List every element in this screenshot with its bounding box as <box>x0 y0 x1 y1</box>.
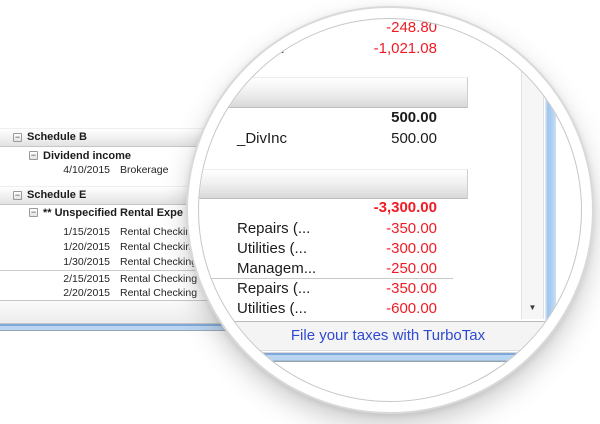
magnified-total-row: -3,300.00 <box>199 199 461 219</box>
table-row[interactable]: 2/15/2015 Rental Checking <box>0 273 214 287</box>
amount-value: -248.80 <box>386 19 437 36</box>
window-status-strip <box>199 352 569 362</box>
collapse-icon[interactable]: − <box>13 132 22 142</box>
transaction-date: 4/10/2015 <box>63 164 110 176</box>
collapse-icon[interactable]: − <box>29 207 38 217</box>
magnified-total-row: 500.00 <box>199 109 461 129</box>
amount-value: -3,300.00 <box>373 199 437 216</box>
scroll-down-icon: ▼ <box>528 303 537 312</box>
group-label: ** Unspecified Rental Expe <box>43 207 183 219</box>
turbotax-link[interactable]: File your taxes with TurboTax <box>290 327 486 344</box>
transaction-account: Rental Checking <box>120 226 198 238</box>
scroll-down-button[interactable]: ▼ <box>522 297 543 318</box>
transaction-date: 1/15/2015 <box>63 226 110 238</box>
category-label: Managem... <box>237 260 317 277</box>
window-status-strip <box>0 323 322 331</box>
amount-value: -300.00 <box>386 240 437 257</box>
transaction-account: Rental Checking <box>120 287 198 299</box>
category-label: Utilities (... <box>237 240 308 257</box>
transaction-date: 1/30/2015 <box>63 256 110 268</box>
group-row-unspecified-rental[interactable]: − ** Unspecified Rental Expe <box>0 207 300 220</box>
section-header-label: Schedule B <box>27 131 87 143</box>
magnified-row: ..Mo... -1,021.08 <box>199 40 461 60</box>
category-label: Utilities (... <box>237 300 308 317</box>
section-header-label: Schedule E <box>27 189 87 201</box>
category-label: Repairs (... <box>237 220 311 237</box>
category-label: ..Mo... <box>243 40 285 57</box>
magnified-row: Repairs (... -350.00 <box>199 220 461 240</box>
magnified-row: Managem... -250.00 <box>199 260 461 280</box>
category-label: _DivInc <box>237 130 288 147</box>
magnified-row: Utilities (... -600.00 <box>199 300 461 320</box>
amount-value: -350.00 <box>386 220 437 237</box>
transaction-account: Rental Checking <box>120 256 198 268</box>
table-row[interactable]: 1/20/2015 Rental Checking <box>0 241 214 255</box>
magnified-section-band <box>199 169 468 199</box>
table-row[interactable]: 1/15/2015 Rental Checking <box>0 226 214 240</box>
table-row[interactable]: 1/30/2015 Rental Checking <box>0 256 214 270</box>
transaction-account: Rental Checking <box>120 241 198 253</box>
month-separator-line <box>0 270 322 271</box>
group-row-dividend-income[interactable]: − Dividend income <box>0 150 300 163</box>
collapse-icon[interactable]: − <box>29 150 38 160</box>
transaction-date: 1/20/2015 <box>63 241 110 253</box>
magnified-row: -248.80 <box>199 19 461 39</box>
month-separator-line <box>199 278 453 279</box>
magnified-row: _DivInc 500.00 <box>199 130 461 150</box>
amount-value: -1,021.08 <box>373 40 437 57</box>
magnified-row: Repairs (... -350.00 <box>199 280 461 300</box>
magnified-row: Utilities (... -300.00 <box>199 240 461 260</box>
magnified-report-view: ▼ -248.80 ..Mo... -1,021.08 500.00 _DivI… <box>198 18 582 402</box>
collapse-icon[interactable]: − <box>13 190 22 200</box>
turbotax-banner-bar: File your taxes with TurboTax <box>199 321 569 351</box>
amount-value: -350.00 <box>386 280 437 297</box>
window-edge-strip <box>545 19 556 321</box>
group-label: Dividend income <box>43 150 132 162</box>
amount-value: -250.00 <box>386 260 437 277</box>
amount-value: 500.00 <box>391 130 437 147</box>
transaction-date: 2/15/2015 <box>63 273 110 285</box>
vertical-scrollbar[interactable] <box>521 19 544 319</box>
transaction-date: 2/20/2015 <box>63 287 110 299</box>
transaction-account: Brokerage <box>120 164 169 176</box>
amount-value: -600.00 <box>386 300 437 317</box>
table-row[interactable]: 2/20/2015 Rental Checking <box>0 287 214 301</box>
transaction-account: Rental Checking <box>120 273 198 285</box>
table-row[interactable]: 4/10/2015 Brokerage <box>0 164 214 178</box>
magnified-section-band <box>199 77 468 108</box>
category-label: Repairs (... <box>237 280 311 297</box>
amount-value: 500.00 <box>391 109 437 126</box>
magnifier-circle: ▼ -248.80 ..Mo... -1,021.08 500.00 _DivI… <box>186 6 594 414</box>
